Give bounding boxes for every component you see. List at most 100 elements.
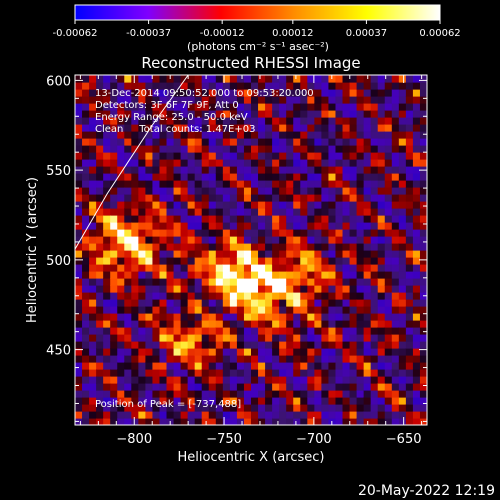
heatmap-cell — [243, 404, 252, 412]
heatmap-cell — [215, 320, 224, 328]
heatmap-cell — [251, 334, 259, 342]
heatmap-cell — [243, 117, 252, 125]
heatmap-cell — [236, 292, 245, 300]
heatmap-cell — [335, 222, 344, 230]
heatmap-cell — [110, 75, 118, 83]
heatmap-cell — [398, 96, 407, 104]
heatmap-cell — [96, 362, 104, 370]
heatmap-cell — [173, 327, 182, 335]
heatmap-cell — [405, 124, 414, 132]
heatmap-cell — [335, 348, 344, 356]
heatmap-cell — [265, 334, 273, 342]
heatmap-cell — [166, 299, 175, 307]
heatmap-cell — [398, 278, 407, 286]
heatmap-cell — [328, 208, 337, 216]
heatmap-cell — [300, 348, 308, 356]
heatmap-cell — [159, 103, 168, 111]
heatmap-cell — [222, 152, 231, 160]
heatmap-cell — [286, 208, 294, 216]
heatmap-cell — [370, 103, 379, 111]
heatmap-cell — [103, 138, 111, 146]
heatmap-cell — [349, 236, 358, 244]
heatmap-cell — [419, 306, 427, 314]
heatmap-cell — [293, 285, 301, 293]
heatmap-cell — [370, 194, 379, 202]
heatmap-cell — [293, 341, 301, 349]
heatmap-cell — [251, 236, 259, 244]
heatmap-cell — [194, 194, 203, 202]
heatmap-cell — [321, 159, 330, 167]
heatmap-cell — [96, 313, 104, 321]
heatmap-cell — [405, 201, 414, 209]
heatmap-cell — [384, 117, 393, 125]
heatmap-cell — [251, 376, 259, 384]
heatmap-cell — [370, 75, 379, 83]
y-tick-label: 600 — [46, 74, 71, 89]
heatmap-cell — [384, 376, 393, 384]
heatmap-cell — [201, 82, 210, 90]
heatmap-cell — [328, 110, 337, 118]
heatmap-cell — [335, 159, 344, 167]
heatmap-cell — [307, 166, 315, 174]
heatmap-cell — [110, 110, 118, 118]
heatmap-cell — [180, 75, 189, 83]
heatmap-cell — [180, 201, 189, 209]
heatmap-cell — [265, 159, 273, 167]
heatmap-cell — [377, 404, 386, 412]
heatmap-cell — [356, 222, 365, 230]
heatmap-cell — [300, 369, 308, 377]
heatmap-cell — [398, 173, 407, 181]
heatmap-cell — [398, 145, 407, 153]
heatmap-cell — [166, 208, 175, 216]
heatmap-cell — [75, 355, 83, 363]
heatmap-cell — [145, 320, 154, 328]
heatmap-cell — [138, 306, 146, 314]
heatmap-cell — [187, 229, 196, 237]
heatmap-cell — [258, 166, 266, 174]
heatmap-cell — [419, 278, 427, 286]
heatmap-cell — [180, 390, 189, 398]
heatmap-cell — [103, 355, 111, 363]
heatmap-cell — [117, 383, 125, 391]
heatmap-cell — [180, 187, 189, 195]
heatmap-cell — [405, 341, 414, 349]
heatmap-cell — [166, 271, 175, 279]
heatmap-cell — [335, 229, 344, 237]
heatmap-cell — [138, 110, 146, 118]
heatmap-cell — [152, 313, 161, 321]
heatmap-cell — [194, 131, 203, 139]
heatmap-cell — [307, 173, 315, 181]
heatmap-cell — [405, 89, 414, 97]
heatmap-cell — [194, 222, 203, 230]
heatmap-cell — [138, 215, 146, 223]
heatmap-cell — [405, 320, 414, 328]
heatmap-cell — [215, 152, 224, 160]
heatmap-cell — [201, 166, 210, 174]
heatmap-cell — [173, 390, 182, 398]
heatmap-cell — [328, 376, 337, 384]
heatmap-cell — [384, 215, 393, 223]
heatmap-cell — [187, 194, 196, 202]
heatmap-cell — [222, 208, 231, 216]
heatmap-cell — [89, 369, 97, 377]
heatmap-cell — [272, 194, 280, 202]
heatmap-cell — [103, 397, 111, 405]
heatmap-cell — [208, 75, 217, 83]
heatmap-cell — [342, 124, 351, 132]
heatmap-cell — [293, 418, 301, 425]
heatmap-cell — [180, 215, 189, 223]
heatmap-cell — [124, 250, 132, 258]
heatmap-cell — [272, 369, 280, 377]
heatmap-cell — [279, 110, 287, 118]
heatmap-cell — [272, 187, 280, 195]
heatmap-cell — [194, 110, 203, 118]
heatmap-cell — [201, 75, 210, 83]
heatmap-cell — [173, 159, 182, 167]
heatmap-cell — [89, 103, 97, 111]
heatmap-cell — [173, 383, 182, 391]
heatmap-cell — [82, 320, 90, 328]
heatmap-cell — [272, 334, 280, 342]
heatmap-cell — [180, 313, 189, 321]
heatmap-cell — [377, 180, 386, 188]
heatmap-cell — [145, 117, 154, 125]
